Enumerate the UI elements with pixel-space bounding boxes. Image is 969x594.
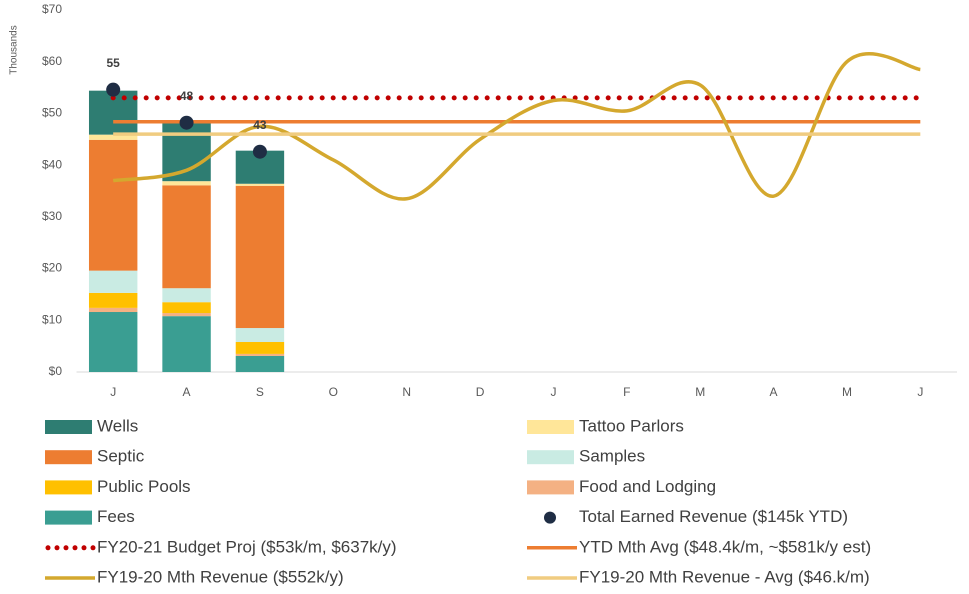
bar-segment [88,307,138,313]
bar-segment [88,312,138,372]
x-tick-label: D [476,385,485,399]
bar-segment [162,123,211,182]
legend-label: Samples [579,447,645,466]
legend-swatch [45,480,92,495]
y-tick-label: $30 [42,209,62,223]
bar-segment [235,342,285,354]
bar-segment [88,139,138,271]
line [112,52,921,201]
legend-label: Wells [97,416,138,435]
legend-swatch [45,450,92,465]
y-tick-label: $0 [49,364,63,378]
y-tick-label: $40 [42,157,62,171]
x-tick-label: N [402,385,411,399]
data-label: 43 [253,118,267,132]
legend-swatch [45,510,92,525]
bar-segment [162,185,211,289]
bar-segment [162,288,211,303]
bar-segment [88,134,138,140]
y-tick-label: $70 [42,2,62,16]
bar-segment [235,353,285,356]
legend-swatch [527,450,574,465]
legend-swatch [527,480,574,495]
bar-segment [235,328,285,343]
legend-label: Public Pools [97,477,191,496]
legend-label: FY19-20 Mth Revenue - Avg ($46.k/m) [579,567,870,586]
point [106,82,121,97]
legend-label: Total Earned Revenue ($145k YTD) [579,507,848,526]
bar-segment [235,355,285,372]
point [179,115,194,130]
y-axis-label: Thousands [9,25,20,74]
bar-segment [235,185,285,329]
point [252,144,267,159]
x-tick-label: O [329,385,338,399]
legend-swatch [527,420,574,434]
y-tick-label: $60 [42,54,62,68]
x-tick-label: M [695,385,705,399]
legend-swatch [544,511,556,524]
legend-label: FY19-20 Mth Revenue ($552k/y) [97,567,344,586]
x-tick-label: J [550,385,556,399]
bar-segment [88,270,138,293]
x-tick-label: A [770,385,778,399]
y-tick-label: $10 [42,312,62,326]
bar-segment [162,181,211,186]
bar-segment [162,302,211,314]
legend-label: Tattoo Parlors [579,416,684,435]
legend-label: Septic [97,447,145,466]
bar-segment [235,183,285,186]
legend-label: Food and Lodging [579,477,716,496]
x-tick-label: M [842,385,852,399]
bar-segment [88,292,138,308]
x-tick-label: F [623,385,630,399]
bar-segment [162,316,211,372]
data-label: 55 [107,56,121,70]
x-tick-label: J [110,385,116,399]
bar-segment [162,313,211,317]
x-tick-label: S [256,385,264,399]
y-tick-label: $50 [42,106,62,120]
y-tick-label: $20 [42,261,62,275]
x-tick-label: A [183,385,191,399]
legend-swatch [45,420,92,434]
legend-label: Fees [97,507,135,526]
x-tick-label: J [917,385,923,399]
legend-label: FY20-21 Budget Proj ($53k/m, $637k/y) [97,537,397,556]
legend-label: YTD Mth Avg ($48.4k/m, ~$581k/y est) [579,537,871,556]
data-label: 48 [180,89,194,103]
